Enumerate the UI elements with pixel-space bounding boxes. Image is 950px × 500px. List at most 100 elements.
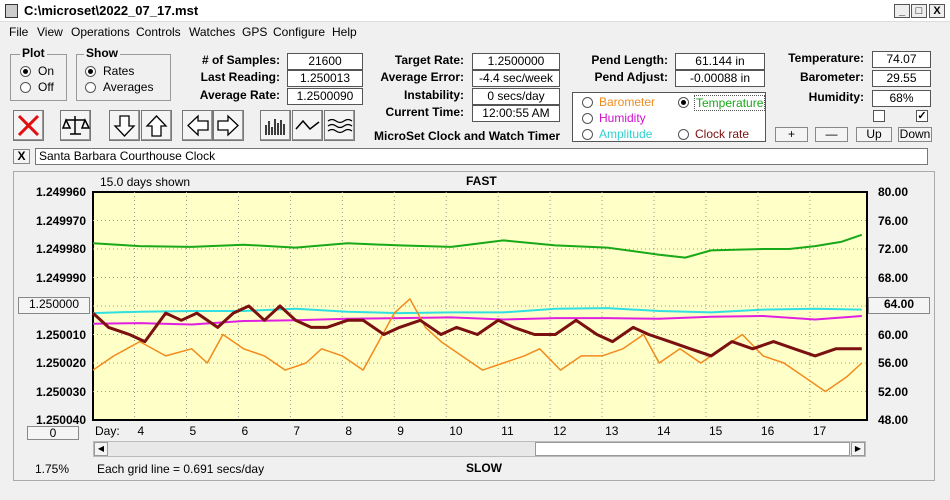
target-rate-label: Target Rate:	[394, 53, 464, 67]
x-axis-tick-label: 14	[657, 424, 671, 438]
clock-name-field[interactable]: Santa Barbara Courthouse Clock	[35, 148, 928, 165]
menu-configure[interactable]: Configure	[273, 25, 326, 39]
series-humidity-line	[92, 315, 862, 326]
scroll-right-arrow[interactable]: ▶	[851, 442, 865, 456]
left-axis-tick-label: 1.249960	[35, 185, 86, 199]
arrow-up-icon	[145, 115, 168, 137]
scroll-thumb[interactable]	[535, 442, 850, 456]
line-view-button[interactable]	[292, 110, 323, 141]
pend-adjust-field[interactable]: -0.00088 in	[675, 70, 765, 87]
instability-label: Instability:	[403, 88, 464, 102]
show-rates-radio[interactable]	[85, 66, 96, 77]
show-rates-label: Rates	[103, 64, 135, 78]
minimize-button[interactable]: _	[894, 4, 910, 18]
plot-source-box	[572, 92, 766, 142]
maximize-button[interactable]: □	[911, 4, 927, 18]
barometer-label: Barometer:	[799, 70, 864, 84]
right-axis-tick-label: 56.00	[877, 356, 908, 370]
left-axis-tick-label: 1.249970	[35, 213, 86, 228]
last-reading-label: Last Reading:	[200, 70, 280, 84]
clear-name-button[interactable]: X	[13, 149, 30, 164]
offset-button[interactable]: 0	[27, 426, 79, 440]
average-error-label: Average Error:	[380, 70, 464, 84]
option-checkbox-1[interactable]	[873, 110, 885, 122]
current-time-field: 12:00:55 AM	[472, 105, 560, 122]
target-rate-field[interactable]: 1.2500000	[472, 53, 560, 70]
close-button[interactable]: X	[929, 4, 945, 18]
source-humidity-label: Humidity	[599, 111, 646, 125]
arrow-down-icon	[113, 115, 136, 137]
plot-group-title: Plot	[20, 46, 47, 60]
arrow-right-button[interactable]	[213, 110, 244, 141]
scroll-left-arrow[interactable]: ◀	[94, 442, 108, 456]
arrow-up-button[interactable]	[141, 110, 172, 141]
wave-graph-icon	[327, 118, 353, 134]
option-checkbox-2[interactable]: ✓	[916, 110, 928, 122]
samples-field: 21600	[287, 53, 363, 70]
series-temperature-line	[92, 233, 863, 259]
arrow-right-icon	[217, 114, 239, 137]
menu-gps[interactable]: GPS	[242, 25, 268, 39]
app-icon	[5, 4, 18, 18]
plot-on-radio[interactable]	[20, 66, 31, 77]
stop-button[interactable]	[13, 110, 44, 141]
last-reading-field: 1.250013	[287, 70, 363, 87]
percent-label: 1.75%	[35, 462, 70, 476]
plot-on-label: On	[38, 64, 55, 78]
left-axis-tick-label: 1.250040	[35, 413, 86, 427]
red-x-icon	[17, 114, 40, 137]
menu-bar: File View Operations Controls Watches GP…	[0, 22, 950, 42]
menu-file[interactable]: File	[9, 25, 29, 39]
center-rate-button[interactable]: 1.250000	[18, 297, 90, 314]
left-axis-tick-label: 1.249980	[35, 242, 86, 256]
up-button[interactable]: Up	[856, 127, 892, 142]
menu-view[interactable]: View	[37, 25, 63, 39]
bar-graph-icon	[265, 119, 285, 135]
source-clock-rate-radio[interactable]	[678, 129, 689, 140]
window-title: C:\microset\2022_07_17.mst	[24, 3, 199, 18]
source-humidity-radio[interactable]	[582, 113, 593, 124]
day-label: Day:	[95, 424, 120, 438]
down-button[interactable]: Down	[898, 127, 932, 142]
right-axis-tick-label: 76.00	[877, 213, 908, 228]
arrow-left-icon	[187, 114, 209, 137]
plus-button[interactable]: +	[775, 127, 808, 142]
center-env-button[interactable]: 64.00	[868, 297, 930, 314]
x-axis-tick-label: 4	[137, 424, 145, 438]
temperature-field: 74.07	[872, 51, 931, 68]
plot-off-radio[interactable]	[20, 82, 31, 93]
right-axis-tick-label: 48.00	[877, 413, 908, 427]
temperature-label: Temperature:	[788, 51, 864, 65]
arrow-down-button[interactable]	[109, 110, 140, 141]
balance-scale-icon	[61, 116, 91, 135]
show-averages-radio[interactable]	[85, 82, 96, 93]
source-barometer-radio[interactable]	[582, 97, 593, 108]
menu-help[interactable]: Help	[332, 25, 357, 39]
pend-length-label: Pend Length:	[591, 53, 668, 67]
average-rate-field: 1.2500090	[287, 88, 363, 105]
left-axis-tick-label: 1.249990	[35, 270, 86, 285]
minus-button[interactable]: —	[815, 127, 848, 142]
x-axis-tick-label: 8	[345, 424, 353, 438]
arrow-left-button[interactable]	[182, 110, 213, 141]
slow-label: SLOW	[466, 461, 502, 475]
source-temperature-label: Temperature	[694, 95, 766, 111]
right-axis-tick-label: 72.00	[877, 242, 908, 256]
source-amplitude-radio[interactable]	[582, 129, 593, 140]
source-temperature-radio[interactable]	[678, 97, 689, 108]
wave-view-button[interactable]	[324, 110, 355, 141]
menu-controls[interactable]: Controls	[136, 25, 181, 39]
menu-operations[interactable]: Operations	[71, 25, 130, 39]
bar-view-button[interactable]	[260, 110, 291, 141]
balance-button[interactable]	[60, 110, 91, 141]
humidity-field: 68%	[872, 90, 931, 107]
left-axis-tick-label: 1.250020	[35, 356, 86, 370]
right-axis-tick-label: 60.00	[877, 327, 908, 342]
x-axis-tick-label: 5	[189, 424, 197, 438]
pend-length-field[interactable]: 61.144 in	[675, 53, 765, 70]
left-axis-tick-label: 1.250010	[35, 327, 86, 342]
days-shown-label: 15.0 days shown	[100, 175, 191, 189]
samples-label: # of Samples:	[201, 53, 280, 67]
menu-watches[interactable]: Watches	[189, 25, 236, 39]
x-axis-tick-label: 12	[553, 424, 567, 438]
